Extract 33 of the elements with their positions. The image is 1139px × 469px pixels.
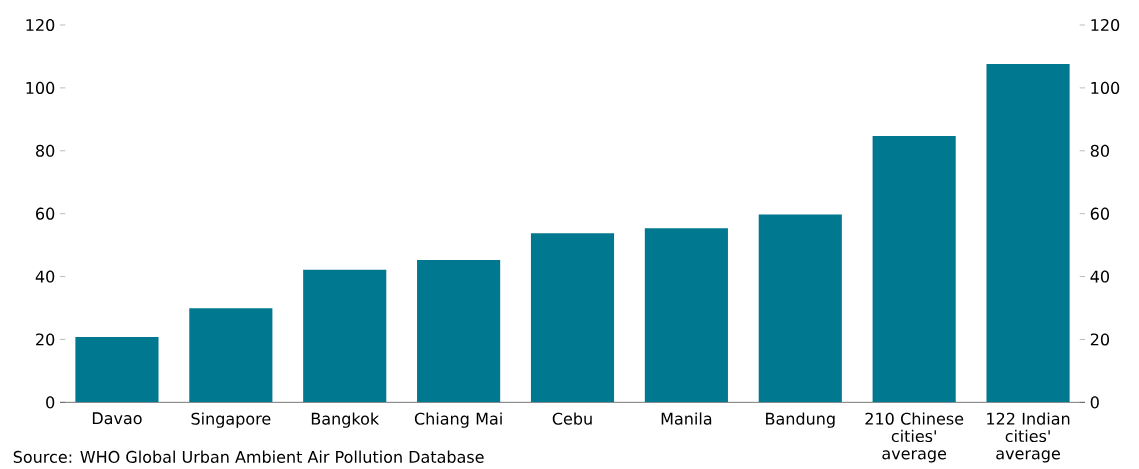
y2-tick-label: 80 <box>1090 144 1109 157</box>
y-tick-label: 120 <box>26 18 55 32</box>
y-tick-label: 40 <box>35 270 55 283</box>
bar <box>986 63 1070 403</box>
bar <box>189 308 273 403</box>
bar <box>758 214 842 403</box>
x-tick-label: Singapore <box>191 412 271 428</box>
x-tick-label: 122 Indian cities' average <box>987 412 1070 463</box>
source-note: Source: WHO Global Urban Ambient Air Pollution Database <box>13 450 484 463</box>
x-tick-label: Bangkok <box>311 412 380 428</box>
bar <box>75 336 159 403</box>
x-tick-label: Bandung <box>766 412 835 428</box>
y2-tick-label: 0 <box>1090 396 1099 409</box>
y2-tick-label: 100 <box>1091 81 1120 94</box>
bar <box>872 136 956 403</box>
y-tick-label: 20 <box>36 333 55 346</box>
x-tick-label: 210 Chinese cities' average <box>865 412 964 463</box>
y-tick-label: 0 <box>46 396 55 409</box>
y2-tick-label: 60 <box>1090 207 1109 220</box>
bar <box>644 228 728 403</box>
x-tick-label: Davao <box>92 412 142 425</box>
y2-tick-label: 120 <box>1091 18 1120 32</box>
bar <box>530 233 615 403</box>
y-tick-label: 80 <box>36 144 55 157</box>
x-tick-label: Manila <box>661 412 712 425</box>
y2-tick-label: 40 <box>1090 270 1109 283</box>
x-tick-label: Chiang Mai <box>414 412 502 428</box>
y-tick-label: 100 <box>26 81 55 94</box>
y2-tick-label: 20 <box>1090 333 1109 346</box>
bar <box>417 259 501 403</box>
x-tick-label: Cebu <box>552 412 592 425</box>
y-tick-label: 60 <box>36 207 55 220</box>
bar <box>303 269 387 403</box>
